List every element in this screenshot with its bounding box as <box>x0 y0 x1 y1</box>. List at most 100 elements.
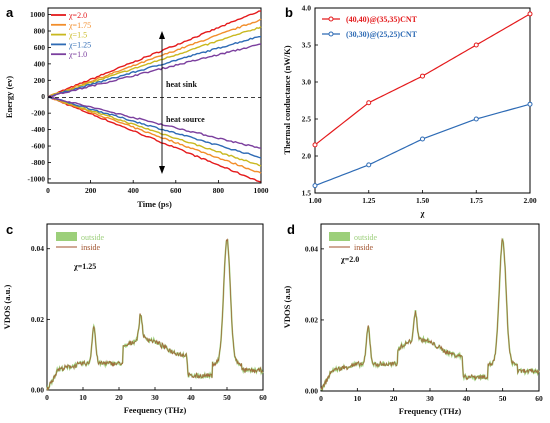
panel-a-series-source-line <box>47 96 262 159</box>
panel-d-xtick-label: 40 <box>463 394 471 403</box>
panel-b-ytick-label: 4.0 <box>302 4 312 13</box>
panel-a-legend-label: χ=1.5 <box>68 31 87 40</box>
panel-a-ytick-label: 600 <box>34 43 46 52</box>
panel-a-series-sink-line <box>47 10 262 98</box>
panel-c-ylabel: VDOS (a.u.) <box>2 285 12 330</box>
panel-b-xtick-label: 1.75 <box>470 196 483 205</box>
panel-d-legend-outside-swatch <box>329 232 350 241</box>
panel-c-chi-label: χ=1.25 <box>73 262 96 271</box>
panel-b-data-point <box>366 162 372 168</box>
panel-b-data-point <box>420 136 425 142</box>
panel-a-series-source-line <box>47 96 262 149</box>
panel-c-xtick-label: 60 <box>259 393 267 402</box>
panel-d-inside-line <box>320 237 540 391</box>
panel-a-ytick-label: -1000 <box>28 174 46 183</box>
panel-a-xtick-label: 600 <box>170 186 182 195</box>
panel-label-d: d <box>287 222 295 237</box>
panel-a-ytick-label: 800 <box>34 27 46 36</box>
panel-c-xtick-label: 40 <box>187 393 195 402</box>
panel-a-ytick-label: 200 <box>34 76 46 85</box>
panel-a-series-sink-line <box>47 43 262 98</box>
panel-c-legend-outside-swatch <box>56 232 77 241</box>
panel-d-legend-inside-label: inside <box>354 243 374 252</box>
panel-d-chi-label: χ=2.0 <box>340 255 359 264</box>
panel-a-legend-label: χ=1.75 <box>68 21 91 30</box>
panel-d-xtick-label: 0 <box>319 394 323 403</box>
panel-a-legend-label: χ=1.0 <box>68 50 87 59</box>
panel-d-ytick-label: 0.00 <box>305 387 318 396</box>
panel-d-xtick-label: 50 <box>499 394 507 403</box>
panel-b-data-point <box>312 142 318 148</box>
panel-b-xtick-label: 1.25 <box>362 196 375 205</box>
panel-b-legend-marker <box>328 31 334 37</box>
panel-a-ytick-label: -400 <box>31 125 45 134</box>
panel-b-xlabel: χ <box>420 208 425 218</box>
panel-c-ytick-label: 0.04 <box>31 244 44 253</box>
panel-d-legend-outside-label: outside <box>354 233 378 242</box>
panel-b-legend-label: (40,40)@(35,35)CNT <box>346 15 418 24</box>
panel-a-xlabel: Time (ps) <box>137 199 172 209</box>
panel-a-xtick-label: 0 <box>46 186 50 195</box>
panel-a-series-sink-line <box>47 35 262 98</box>
panel-a-legend-label: χ=2.0 <box>68 11 87 20</box>
panel-b-ytick-label: 3.5 <box>302 41 312 50</box>
panel-c-xlabel: Feequency (THz) <box>124 405 187 415</box>
panel-a-arrow-down-head <box>159 166 165 174</box>
panel-b-xtick-label: 2.00 <box>523 196 536 205</box>
panel-a-series-source-line <box>47 96 262 167</box>
panel-c-legend-outside-label: outside <box>81 233 105 242</box>
panel-b-xtick-label: 1.00 <box>308 196 321 205</box>
panel-c-xtick-label: 50 <box>223 393 231 402</box>
panel-b-data-point <box>527 101 533 107</box>
panel-a-xtick-label: 400 <box>128 186 140 195</box>
panel-c-ytick-label: 0.00 <box>31 386 44 395</box>
heat-sink-label: heat sink <box>166 80 197 89</box>
panel-a-xtick-label: 800 <box>213 186 225 195</box>
panel-a-ytick-label: 400 <box>34 59 46 68</box>
panel-a-arrow-up-head <box>159 31 165 39</box>
panel-c-xtick-label: 30 <box>151 393 159 402</box>
panel-b-legend-label: (30,30)@(25,25)CNT <box>346 30 418 39</box>
panel-b-legend-marker <box>328 16 334 22</box>
panel-d-xtick-label: 60 <box>535 394 543 403</box>
panel-c-xtick-label: 10 <box>79 393 87 402</box>
panel-d-xtick-label: 30 <box>426 394 434 403</box>
panel-d-ylabel: VDOS (a.u) <box>282 286 292 329</box>
panel-a-ytick-label: 1000 <box>30 10 45 19</box>
panel-c-xtick-label: 20 <box>115 393 123 402</box>
panel-b-xtick-label: 1.50 <box>416 196 429 205</box>
heat-source-label: heat source <box>166 115 205 124</box>
panel-a-ytick-label: -200 <box>31 109 45 118</box>
panel-a-ytick-label: -600 <box>31 142 45 151</box>
panel-b-series-line <box>314 103 531 187</box>
panel-d-ytick-label: 0.04 <box>305 244 318 253</box>
panel-label-c: c <box>6 222 13 237</box>
panel-b-data-point <box>312 183 318 189</box>
panel-a-ylabel: Energy (ev) <box>4 76 14 118</box>
panel-b-ylabel: Thermal conductance (nW/K) <box>282 45 292 154</box>
panel-c-inside-line <box>46 237 264 391</box>
panel-b-conductance-chart: 1.00 1.25 1.50 1.75 2.00 1.5 2.0 2.5 3.0 3.5 4.0 (… <box>282 4 537 219</box>
panel-b-ytick-label: 1.5 <box>302 189 312 198</box>
panel-a-energy-chart: heat sink heat source 0 200 400 600 800 1000 -… <box>4 7 269 209</box>
panel-a-legend-label: χ=1.25 <box>68 40 91 49</box>
panel-b-ytick-label: 3.0 <box>302 78 312 87</box>
panel-b-data-point <box>473 116 479 122</box>
panel-a-series-source-line <box>47 96 262 174</box>
panel-b-data-point <box>473 42 479 48</box>
panel-label-a: a <box>6 5 14 20</box>
panel-label-b: b <box>285 5 293 20</box>
panel-c-xtick-label: 0 <box>45 393 49 402</box>
panel-c-vdos-chart: 0 10 20 30 40 50 600.000.020.04 outsideinside … <box>2 223 267 415</box>
panel-a-xtick-label: 1000 <box>254 186 269 195</box>
panel-a-series-source-line <box>47 96 262 183</box>
panel-a-ytick-label: 0 <box>41 92 45 101</box>
panel-c-ytick-label: 0.02 <box>31 315 44 324</box>
panel-d-xtick-label: 10 <box>354 394 362 403</box>
panel-a-series-sink-line <box>47 26 262 98</box>
panel-a-ytick-label: -800 <box>31 158 45 167</box>
panel-a-series-sink-line <box>47 18 262 98</box>
panel-b-data-point <box>527 11 533 17</box>
panel-d-vdos-chart: 0 10 20 30 40 50 600.000.020.04 outsideinside … <box>282 223 543 416</box>
panel-b-data-point <box>366 100 372 106</box>
